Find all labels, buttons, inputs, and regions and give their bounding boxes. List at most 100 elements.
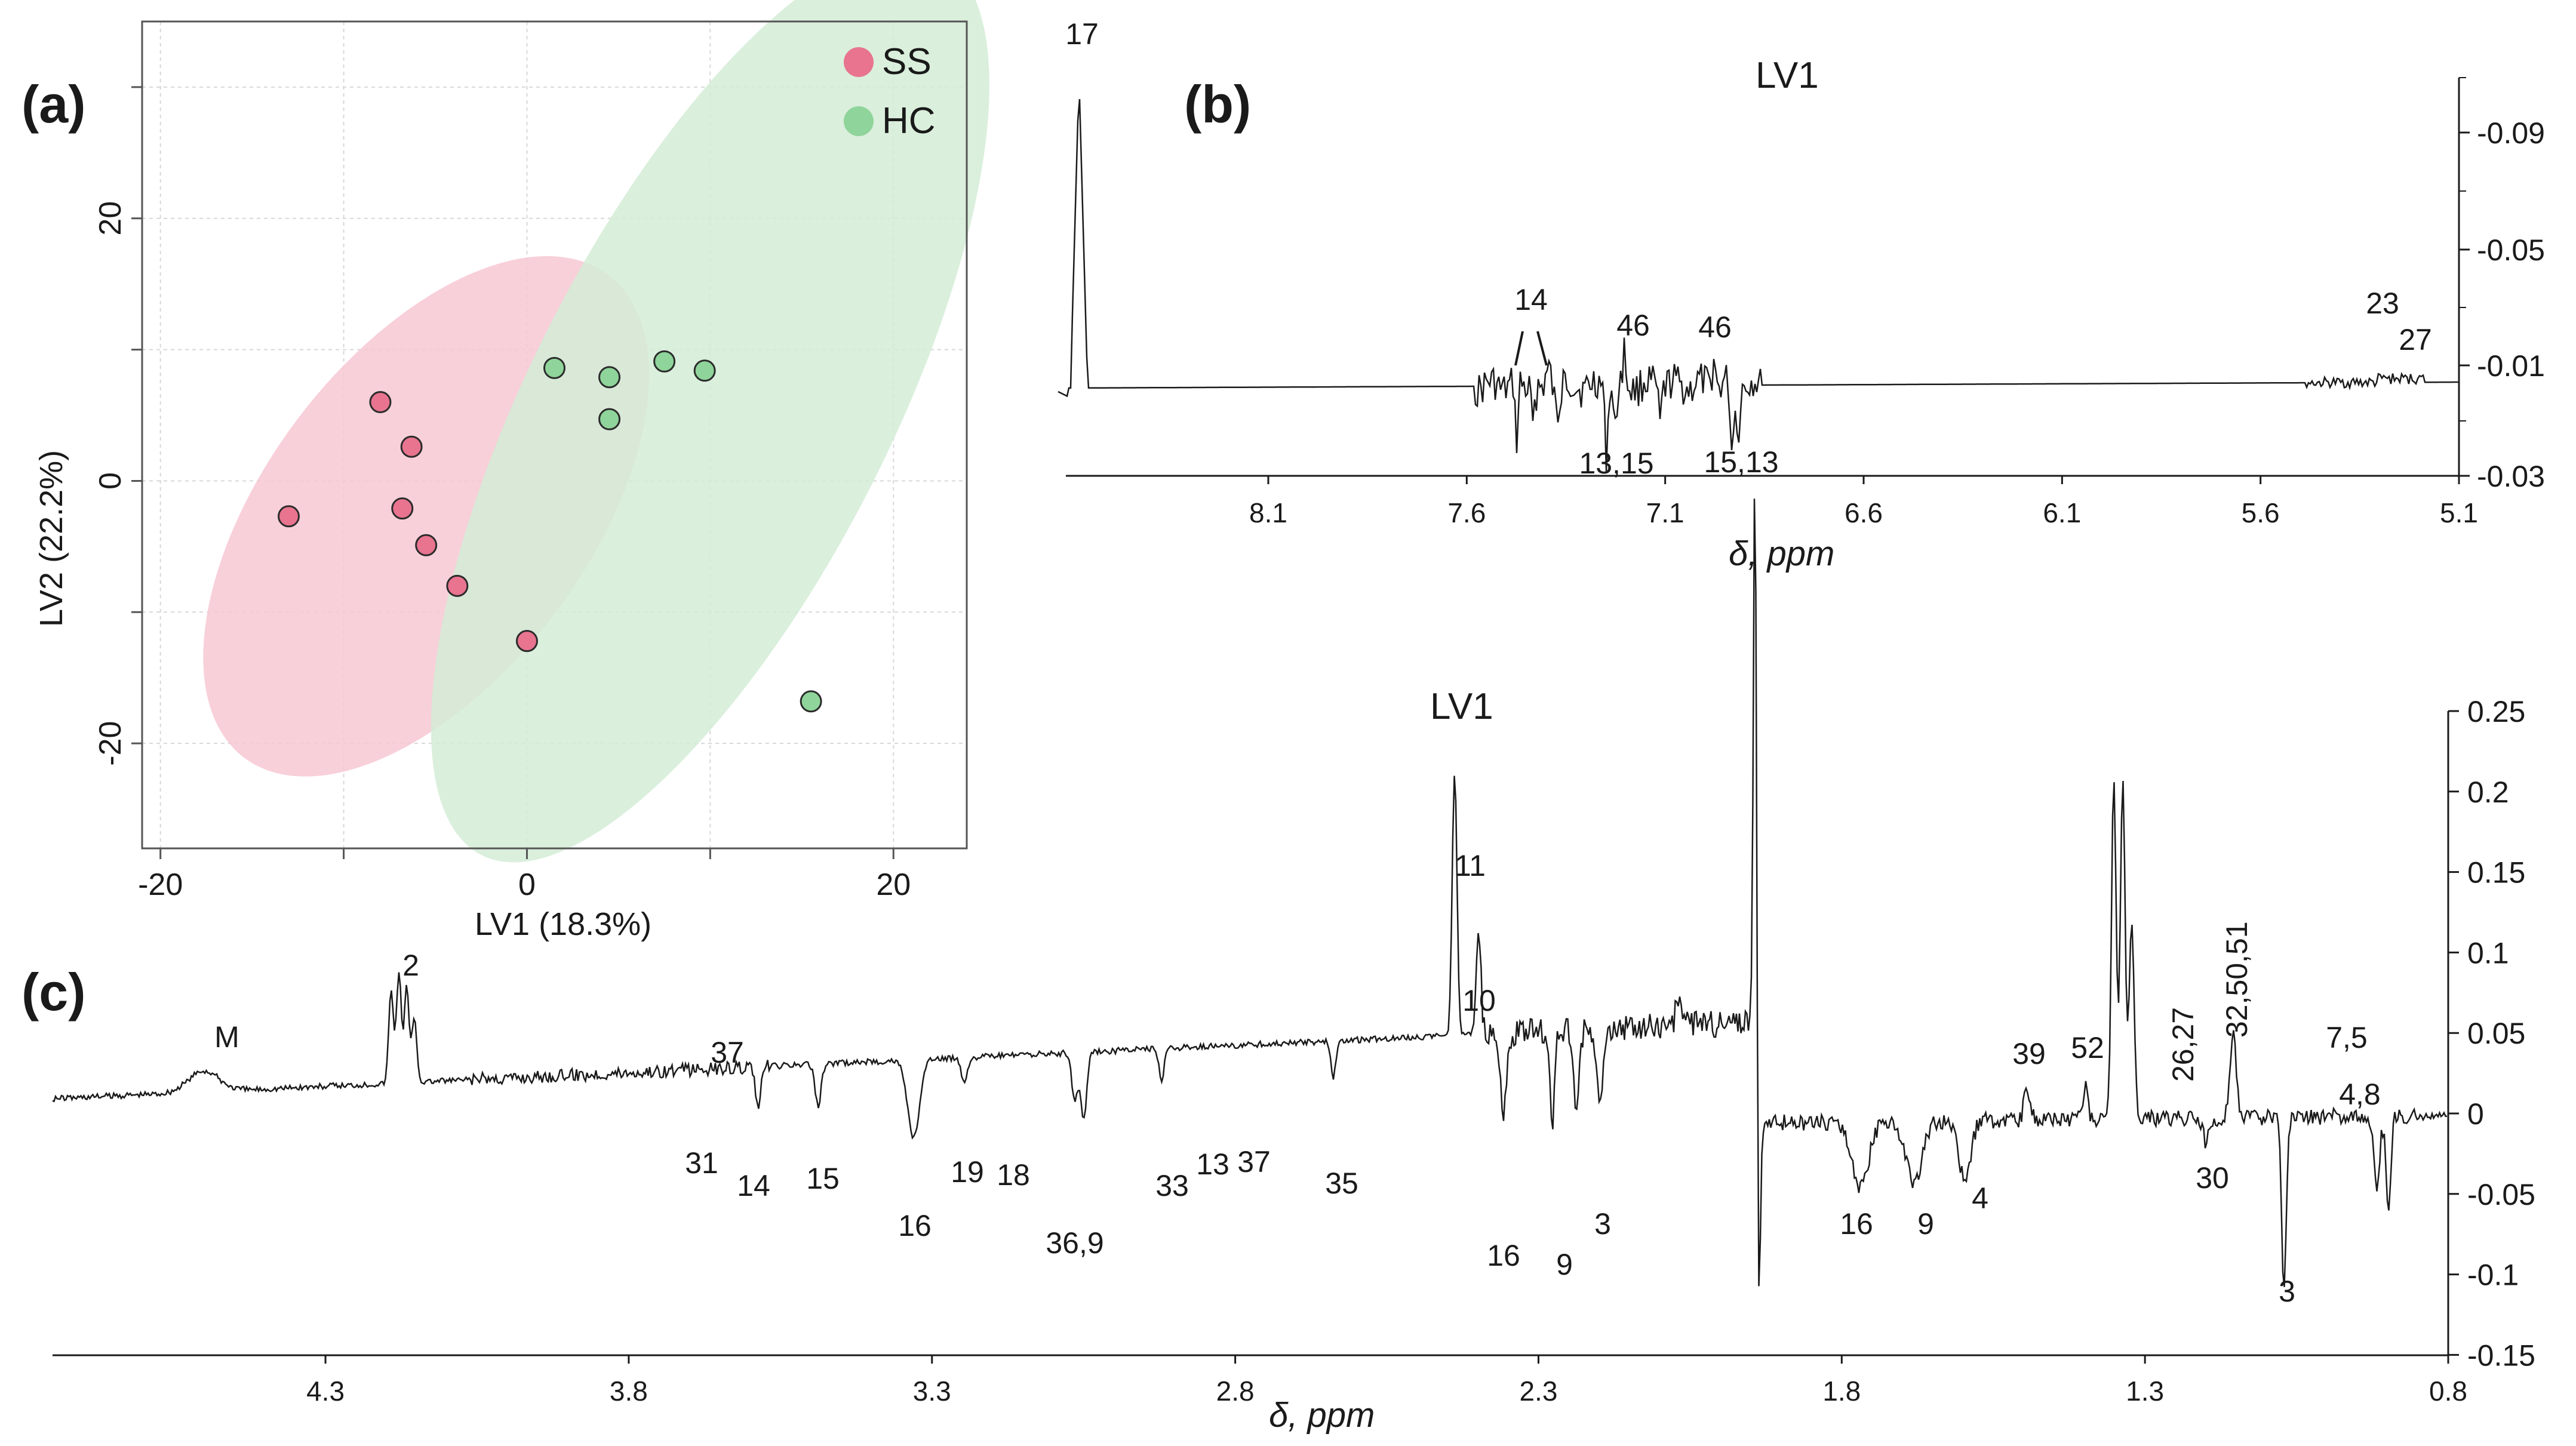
- scatter-point-hc: [693, 359, 716, 382]
- panel-c-x-tick-label: 1.8: [1822, 1376, 1861, 1407]
- panel-b-title: LV1: [1756, 55, 1819, 96]
- panel-b-x-tick-label: 6.6: [1845, 497, 1883, 528]
- scatter-points: [278, 350, 822, 713]
- panel-c-y-tick-label: 0.25: [2467, 695, 2525, 728]
- panel-c-peak-label: 7,5: [2326, 1021, 2368, 1054]
- panel-c-x-tick-label: 2.3: [1519, 1376, 1557, 1407]
- panel-c-y-tick-label: 0: [2467, 1097, 2484, 1131]
- panel-b-spectrum: (b) LV1 -0.09 -0.05 -0.01 -0.03 8.1 7.6 7.1 6.6…: [1058, 17, 2545, 573]
- panel-c-peak-label: 10: [1462, 984, 1496, 1017]
- panel-c-spectrum: (c) LV1 0.25 0.2 0.15 0.1 0.05 0 -0.05 -0.1 -0.1…: [21, 499, 2535, 1435]
- panel-b-x-tick-label: 7.1: [1646, 497, 1684, 528]
- panel-c-x-tick-label: 3.8: [610, 1376, 648, 1407]
- panel-b-peak-label: 46: [1698, 310, 1732, 344]
- legend-label-ss: SS: [882, 41, 932, 82]
- panel-b-y-tick-label: -0.01: [2477, 349, 2545, 383]
- panel-b-x-tick-label: 5.1: [2440, 497, 2478, 528]
- panel-c-peak-label: 16: [898, 1209, 932, 1242]
- panel-c-y-tick-label: 0.05: [2467, 1017, 2525, 1050]
- panel-c-spectrum-line: [52, 499, 2448, 1287]
- panel-b-x-tick-label: 7.6: [1447, 497, 1486, 528]
- scatter-point-hc: [598, 408, 621, 430]
- panel-c-peak-label: 35: [1325, 1167, 1358, 1200]
- panel-c-y-tick-label: -0.05: [2467, 1178, 2535, 1211]
- panel-b-peak-label: 15,13: [1704, 445, 1778, 479]
- panel-c-peak-label: 19: [951, 1155, 984, 1189]
- panel-c-y-tick-label: 0.15: [2467, 856, 2525, 890]
- confidence-ellipse-hc: [431, 0, 989, 863]
- scatter-plot-frame: [141, 20, 968, 850]
- panel-c-peak-label: 4: [1972, 1182, 1988, 1215]
- y-tick-label: 0: [93, 472, 128, 490]
- scatter-point-ss: [400, 435, 423, 458]
- panel-c-x-axis-label-text: δ, ppm: [1269, 1396, 1375, 1435]
- scatter-legend: SS HC: [844, 41, 936, 141]
- panel-c-peak-label: 52: [2071, 1031, 2104, 1064]
- panel-c-peak-label: 14: [737, 1169, 770, 1202]
- legend-label-hc: HC: [882, 100, 936, 141]
- scatter-point-hc: [543, 356, 565, 379]
- panel-c-peak-label: 37: [1237, 1145, 1271, 1179]
- scatter-ticks: -20 0 20 -20 0 20: [93, 86, 911, 902]
- x-tick-label: -20: [138, 867, 183, 902]
- scatter-x-axis-label: LV1 (18.3%): [475, 906, 651, 942]
- scatter-point-ss: [369, 391, 392, 414]
- scatter-point-ss: [391, 497, 414, 520]
- panel-c-peak-label: 16: [1487, 1239, 1520, 1272]
- panel-c-peak-label: 31: [685, 1146, 718, 1180]
- panel-c-peak-label: 2: [402, 949, 419, 982]
- scatter-point-ss: [515, 630, 538, 653]
- panel-c-x-tick-label: 4.3: [306, 1376, 345, 1407]
- peak-marker-slash: [1514, 331, 1524, 366]
- panel-b-y-tick-label: -0.09: [2477, 116, 2545, 150]
- panel-c-peak-label: 30: [2196, 1161, 2229, 1195]
- panel-c-y-tick-label: 0.2: [2467, 776, 2509, 809]
- panel-c-plot-area: 0.25 0.2 0.15 0.1 0.05 0 -0.05 -0.1 -0.15 4.3 3.8 3…: [52, 499, 2535, 1407]
- panel-b-x-axis-label: δ, ppm: [1729, 534, 1834, 573]
- panel-b-spectrum-line: [1058, 99, 2459, 472]
- panel-c-y-tick-label: -0.1: [2467, 1259, 2519, 1292]
- panel-c-y-tick-label: -0.15: [2467, 1339, 2535, 1372]
- group-ellipses: [203, 0, 989, 863]
- panel-c-peak-label: 15: [806, 1162, 840, 1195]
- panel-c-peak-label: 39: [2012, 1037, 2046, 1070]
- scatter-point-hc: [653, 350, 676, 373]
- panel-b-peak-label: 27: [2399, 323, 2432, 356]
- peak-marker-backslash: [1536, 331, 1548, 366]
- panel-c-peak-label: 36,9: [1046, 1226, 1103, 1260]
- panel-b-x-axis-label-text: δ, ppm: [1729, 534, 1834, 573]
- y-tick-label: -20: [93, 721, 128, 766]
- panel-b-peak-label: 14: [1514, 283, 1548, 316]
- legend-marker-ss: [844, 47, 874, 77]
- x-tick-label: 0: [518, 867, 536, 902]
- panel-a-letter: (a): [21, 75, 86, 134]
- panel-b-y-tick-label: -0.05: [2477, 233, 2545, 267]
- scatter-point-ss: [278, 505, 300, 528]
- scatter-point-hc: [598, 366, 621, 389]
- panel-c-peak-label: 9: [1917, 1207, 1934, 1241]
- panel-c-letter: (c): [21, 962, 86, 1022]
- panel-c-peak-label: 3: [2279, 1275, 2295, 1308]
- panel-c-x-tick-label: 1.3: [2126, 1376, 2164, 1407]
- panel-c-peak-label: 11: [1455, 849, 1486, 882]
- panel-c-title: LV1: [1430, 686, 1493, 727]
- panel-b-x-tick-label: 5.6: [2242, 497, 2280, 528]
- scatter-point-ss: [446, 574, 469, 597]
- scatter-y-axis-label: LV2 (22.2%): [33, 450, 69, 627]
- panel-c-peak-label: 33: [1155, 1169, 1189, 1202]
- panel-b-letter: (b): [1184, 75, 1251, 134]
- panel-b-x-tick-label: 8.1: [1249, 497, 1287, 528]
- panel-c-peak-label: 32,50,51: [2220, 921, 2254, 1038]
- panel-c-x-tick-label: 3.3: [913, 1376, 951, 1407]
- scatter-point-ss: [415, 534, 438, 556]
- panel-b-peak-label: 17: [1065, 17, 1099, 51]
- panel-c-peak-label: 13: [1196, 1147, 1229, 1181]
- panel-c-peak-label: M: [214, 1020, 239, 1054]
- panel-c-peak-label: 3: [1594, 1207, 1611, 1241]
- panel-b-y-tick-label: -0.03: [2477, 460, 2545, 493]
- y-tick-label: 20: [93, 201, 128, 236]
- panel-b-peak-label: 46: [1616, 309, 1650, 342]
- panel-c-peak-label: 4,8: [2339, 1078, 2381, 1111]
- panel-b-plot-area: -0.09 -0.05 -0.01 -0.03 8.1 7.6 7.1 6.6 6.1 5.6 5.…: [1058, 17, 2545, 528]
